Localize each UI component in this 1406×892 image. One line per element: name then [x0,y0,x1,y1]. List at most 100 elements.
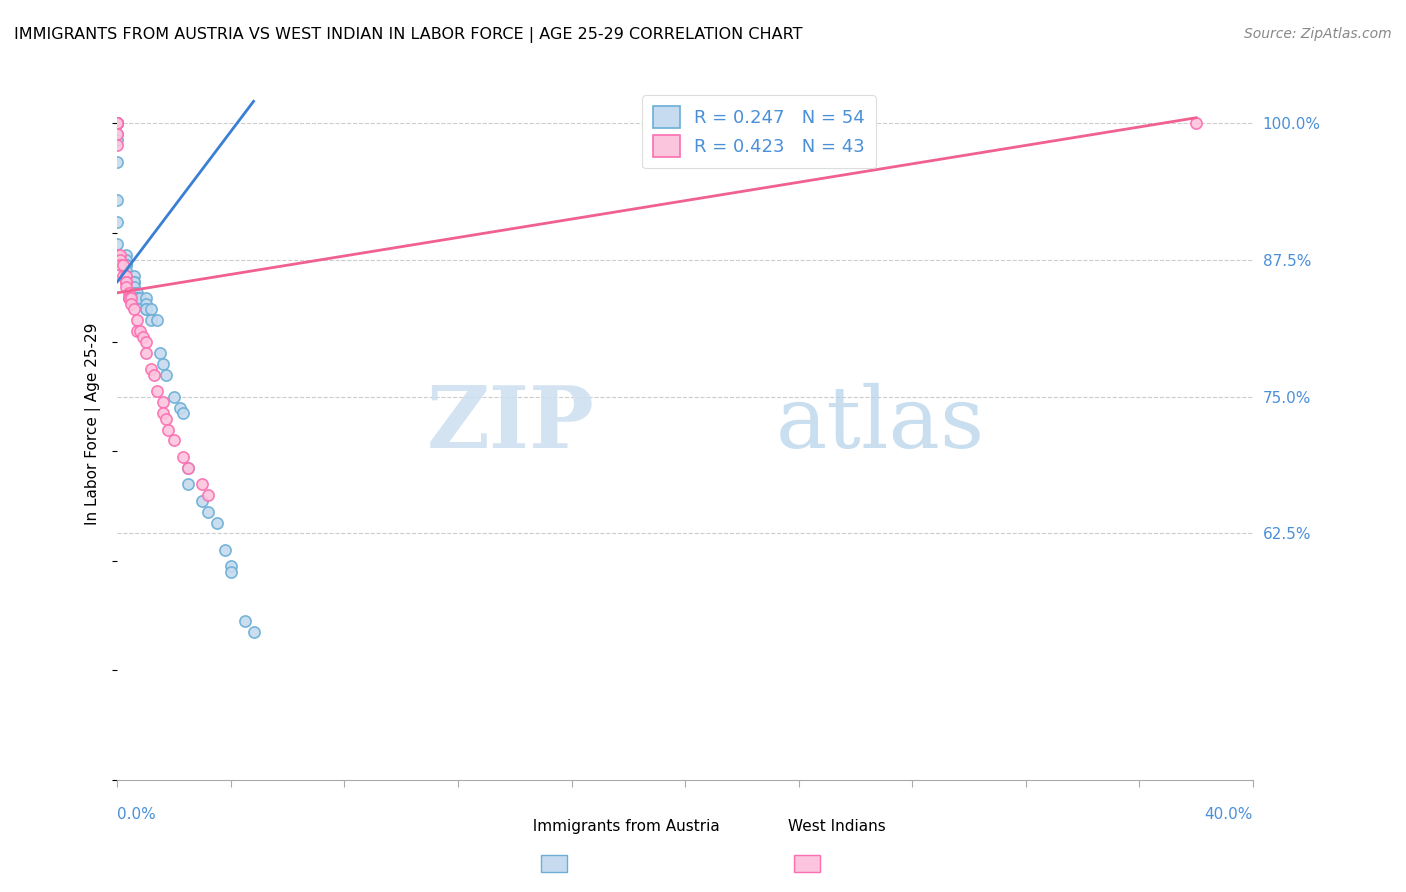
Point [135,334,157,349]
Point [105,247,128,261]
Point [124,302,146,317]
Point [105,116,128,130]
Point [197,505,219,519]
Text: atlas: atlas [776,383,986,466]
Point [124,275,146,289]
Point [105,116,128,130]
Point [172,406,194,420]
Point [105,116,128,130]
Point [114,269,136,284]
Point [105,116,128,130]
Point [152,406,174,420]
Text: 0.0%: 0.0% [117,807,156,822]
Point [117,291,139,305]
Point [135,346,157,360]
Point [105,116,128,130]
Point [108,247,131,261]
Point [111,269,134,284]
Point [163,390,186,404]
Point [135,291,157,305]
Point [114,247,136,261]
Point [105,133,128,147]
Point [105,236,128,251]
Point [105,127,128,141]
Point [105,154,128,169]
Point [129,291,152,305]
Point [105,116,128,130]
Point [191,477,214,491]
Point [177,477,200,491]
Text: 40.0%: 40.0% [1205,807,1253,822]
Point [143,368,166,382]
Point [114,275,136,289]
Text: Immigrants from Austria              West Indians: Immigrants from Austria West Indians [484,819,886,834]
Point [155,368,177,382]
Text: IMMIGRANTS FROM AUSTRIA VS WEST INDIAN IN LABOR FORCE | AGE 25-29 CORRELATION CH: IMMIGRANTS FROM AUSTRIA VS WEST INDIAN I… [14,27,803,43]
Point [155,411,177,425]
Point [105,116,128,130]
Legend: R = 0.247   N = 54, R = 0.423   N = 43: R = 0.247 N = 54, R = 0.423 N = 43 [643,95,876,169]
Point [127,291,149,305]
Point [114,259,136,273]
Point [191,493,214,508]
Point [117,291,139,305]
Point [152,395,174,409]
Y-axis label: In Labor Force | Age 25-29: In Labor Force | Age 25-29 [86,323,101,525]
Point [114,252,136,267]
Point [105,116,128,130]
Point [135,297,157,311]
Point [105,193,128,207]
Point [108,252,131,267]
Text: ZIP: ZIP [426,382,595,467]
Point [152,357,174,371]
Point [149,346,172,360]
Point [121,291,143,305]
Point [146,384,169,399]
Point [117,291,139,305]
Point [233,614,256,628]
Point [124,275,146,289]
Point [169,401,191,415]
Point [105,138,128,153]
Point [114,269,136,284]
Point [141,313,163,327]
Point [219,559,242,574]
Point [114,275,136,289]
Point [146,313,169,327]
Point [242,624,264,639]
Point [117,285,139,300]
Point [127,324,149,338]
Point [172,450,194,464]
Point [105,247,128,261]
Point [1185,116,1208,130]
Point [214,542,236,557]
Point [205,516,228,530]
Point [105,116,128,130]
Point [114,269,136,284]
Point [163,434,186,448]
Point [132,329,155,343]
Point [105,247,128,261]
Point [124,269,146,284]
Point [124,280,146,294]
Point [135,302,157,317]
Point [124,285,146,300]
Point [105,247,128,261]
Point [127,313,149,327]
Point [127,291,149,305]
Point [197,488,219,502]
Point [177,460,200,475]
Point [127,285,149,300]
Point [114,264,136,278]
Point [114,259,136,273]
Point [121,297,143,311]
Point [157,423,180,437]
Point [105,116,128,130]
Point [105,215,128,229]
Point [114,280,136,294]
Point [135,302,157,317]
Point [141,362,163,376]
Point [108,259,131,273]
Point [177,460,200,475]
Point [129,324,152,338]
